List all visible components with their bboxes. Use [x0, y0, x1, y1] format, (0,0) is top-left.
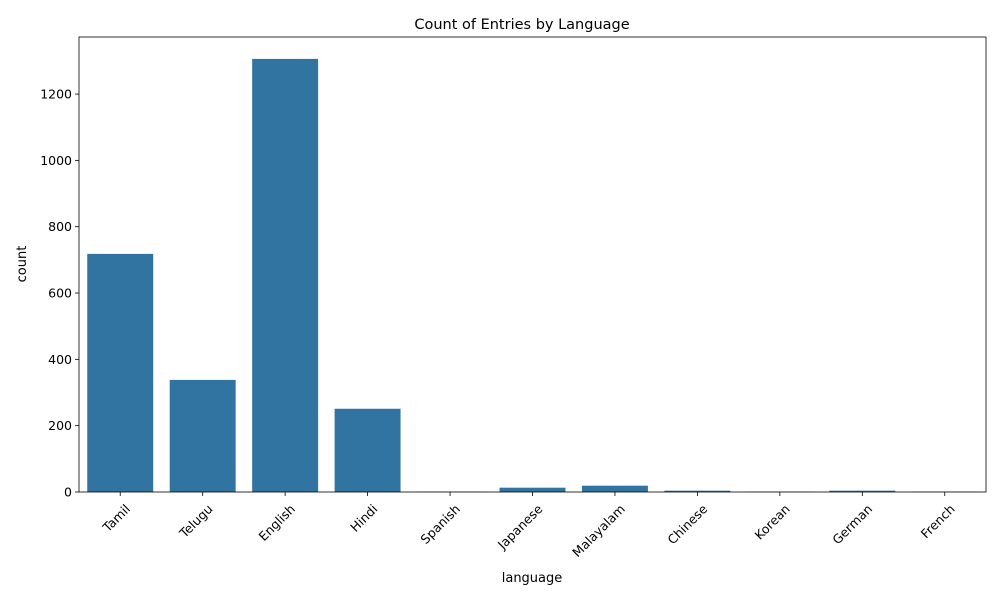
x-tick-label: English [256, 501, 299, 544]
x-tick-label: Tamil [99, 501, 133, 535]
y-axis-label: count [15, 246, 30, 283]
x-tick-label: French [918, 501, 958, 541]
x-axis: Tamil Telugu English Hindi Spanish Japanese Ma… [99, 492, 958, 560]
bar-english [252, 59, 318, 492]
y-axis: 0 200 400 600 800 1000 1200 [40, 87, 79, 500]
plot-area [79, 37, 986, 492]
y-tick-label: 800 [48, 219, 72, 234]
x-tick-label: Japanese [494, 501, 546, 553]
x-tick-label: Hindi [347, 501, 380, 534]
y-tick-label: 1200 [40, 87, 72, 102]
x-tick-label: Telugu [176, 501, 216, 541]
x-tick-label: Spanish [417, 501, 463, 547]
bar-hindi [335, 409, 401, 492]
x-axis-label: language [502, 571, 563, 586]
x-tick-label: Korean [752, 501, 793, 542]
x-tick-label: Chinese [664, 501, 710, 547]
y-tick-label: 200 [48, 418, 72, 433]
x-tick-label: German [829, 501, 875, 547]
bar-japanese [500, 488, 566, 492]
bar-telugu [170, 380, 236, 492]
x-tick-label: Malayalam [569, 501, 628, 560]
bar-tamil [87, 254, 153, 492]
bar-malayalam [582, 486, 648, 492]
y-tick-label: 600 [48, 286, 72, 301]
y-tick-label: 400 [48, 352, 72, 367]
y-tick-label: 1000 [40, 153, 72, 168]
y-tick-label: 0 [64, 485, 72, 500]
chart-title: Count of Entries by Language [414, 17, 629, 33]
